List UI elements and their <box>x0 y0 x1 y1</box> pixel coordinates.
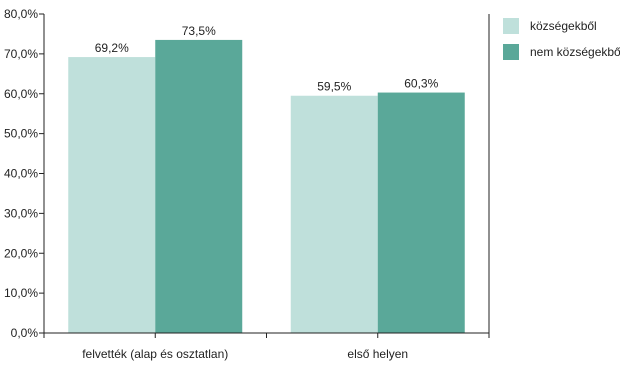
legend-label: községekből <box>530 19 597 33</box>
y-tick-label: 10,0% <box>4 286 38 300</box>
x-category-label: felvették (alap és osztatlan) <box>82 347 228 361</box>
y-tick-label: 60,0% <box>4 87 38 101</box>
legend-swatch <box>503 44 519 60</box>
legend: községekből nem községekből <box>503 18 620 60</box>
y-tick-label: 80,0% <box>4 7 38 21</box>
bar-kozsegekbol <box>68 57 156 333</box>
y-tick-label: 50,0% <box>4 127 38 141</box>
bar-value-label: 73,5% <box>182 24 216 38</box>
bar-value-label: 69,2% <box>95 41 129 55</box>
bar-kozsegekbol <box>290 95 378 334</box>
bar-nem-kozsegekbol <box>155 39 243 333</box>
bar-value-label: 60,3% <box>404 77 438 91</box>
legend-label: nem községekből <box>530 45 620 59</box>
value-labels-layer: 69,2% 73,5% 59,5% 60,3% <box>95 24 439 94</box>
y-ticks-layer: 0,0% 10,0% 20,0% 30,0% 40,0% 50,0% 60,0% 70,0% 8… <box>4 7 44 340</box>
y-tick-label: 0,0% <box>11 326 39 340</box>
legend-swatch <box>503 18 519 34</box>
bars-layer <box>68 39 465 334</box>
x-labels-layer: felvették (alap és osztatlan) első helyen <box>43 333 490 361</box>
y-tick-label: 40,0% <box>4 167 38 181</box>
y-tick-label: 70,0% <box>4 47 38 61</box>
bar-value-label: 59,5% <box>317 80 351 94</box>
y-tick-label: 20,0% <box>4 246 38 260</box>
y-tick-label: 30,0% <box>4 206 38 220</box>
x-category-label: első helyen <box>347 347 408 361</box>
bar-nem-kozsegekbol <box>377 92 465 334</box>
